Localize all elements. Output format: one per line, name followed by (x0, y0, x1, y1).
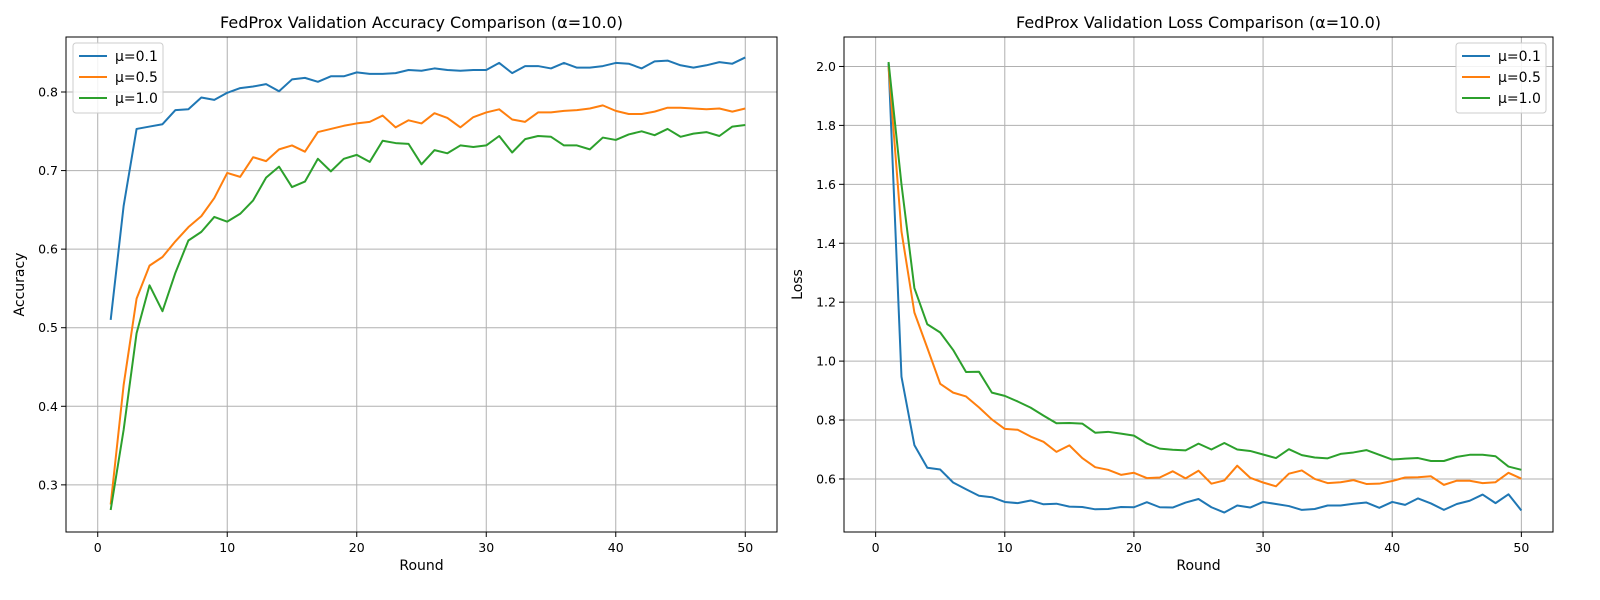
loss-xtick-label: 30 (1255, 540, 1271, 555)
accuracy-xtick-label: 30 (478, 540, 494, 555)
loss-xtick-label: 10 (997, 540, 1013, 555)
loss-ytick-label: 1.4 (816, 236, 836, 251)
loss-legend: μ=0.1 μ=0.5 μ=1.0 (1455, 42, 1547, 114)
accuracy-legend-label-3: μ=1.0 (115, 91, 158, 107)
loss-xtick-label: 20 (1126, 540, 1142, 555)
loss-legend-label-1: μ=0.1 (1498, 49, 1541, 65)
accuracy-ytick-label: 0.5 (38, 320, 58, 335)
accuracy-ytick-label: 0.7 (38, 163, 58, 178)
accuracy-xtick-label: 40 (608, 540, 624, 555)
loss-chart-title: FedProx Validation Loss Comparison (α=10… (1016, 13, 1381, 32)
accuracy-plot-frame (65, 36, 778, 533)
accuracy-ytick-label: 0.4 (38, 399, 58, 414)
accuracy-series-line-2 (109, 104, 746, 505)
loss-legend-label-2: μ=0.5 (1498, 70, 1541, 86)
accuracy-ytick-label: 0.6 (38, 242, 58, 257)
loss-ytick-label: 0.8 (816, 413, 836, 428)
loss-xtick-label: 0 (872, 540, 880, 555)
accuracy-legend: μ=0.1 μ=0.5 μ=1.0 (72, 42, 164, 114)
accuracy-chart: 0 10 20 30 40 50 0.3 0.4 0.5 0.6 0.7 0.8 FedProx Val… (12, 13, 778, 574)
accuracy-ytick-label: 0.3 (38, 477, 58, 492)
accuracy-series-line-3 (109, 124, 746, 511)
loss-ytick-label: 1.0 (816, 354, 836, 369)
loss-series-line-2 (887, 66, 1522, 488)
accuracy-legend-label-1: μ=0.1 (115, 49, 158, 65)
accuracy-chart-title: FedProx Validation Accuracy Comparison (… (220, 13, 623, 32)
loss-y-axis-label: Loss (790, 269, 806, 300)
loss-series-line-1 (887, 63, 1523, 514)
loss-ytick-label: 1.2 (816, 295, 836, 310)
accuracy-ytick-label: 0.8 (38, 85, 58, 100)
accuracy-y-axis-label: Accuracy (12, 253, 28, 317)
loss-legend-box (1455, 42, 1547, 114)
accuracy-legend-box (72, 42, 164, 114)
accuracy-xtick-label: 20 (349, 540, 365, 555)
loss-ytick-label: 1.6 (816, 177, 836, 192)
accuracy-xtick-label: 0 (94, 540, 102, 555)
loss-ytick-label: 1.8 (816, 118, 836, 133)
loss-ytick-label: 0.6 (816, 471, 836, 486)
loss-series-line-3 (887, 61, 1522, 471)
loss-ytick-label: 2.0 (816, 59, 836, 74)
loss-legend-label-3: μ=1.0 (1498, 91, 1541, 107)
loss-xtick-label: 40 (1384, 540, 1400, 555)
loss-x-axis-label: Round (1176, 558, 1220, 574)
accuracy-x-axis-label: Round (399, 558, 443, 574)
accuracy-xtick-label: 10 (219, 540, 235, 555)
loss-chart: 0 10 20 30 40 50 0.6 0.8 1.0 1.2 1.4 1.6 1.8 2.0 FedPr… (790, 13, 1554, 574)
accuracy-xtick-label: 50 (737, 540, 753, 555)
accuracy-legend-label-2: μ=0.5 (115, 70, 158, 86)
loss-xtick-label: 50 (1513, 540, 1529, 555)
accuracy-series-line-1 (109, 56, 746, 320)
loss-plot-frame (843, 36, 1554, 533)
